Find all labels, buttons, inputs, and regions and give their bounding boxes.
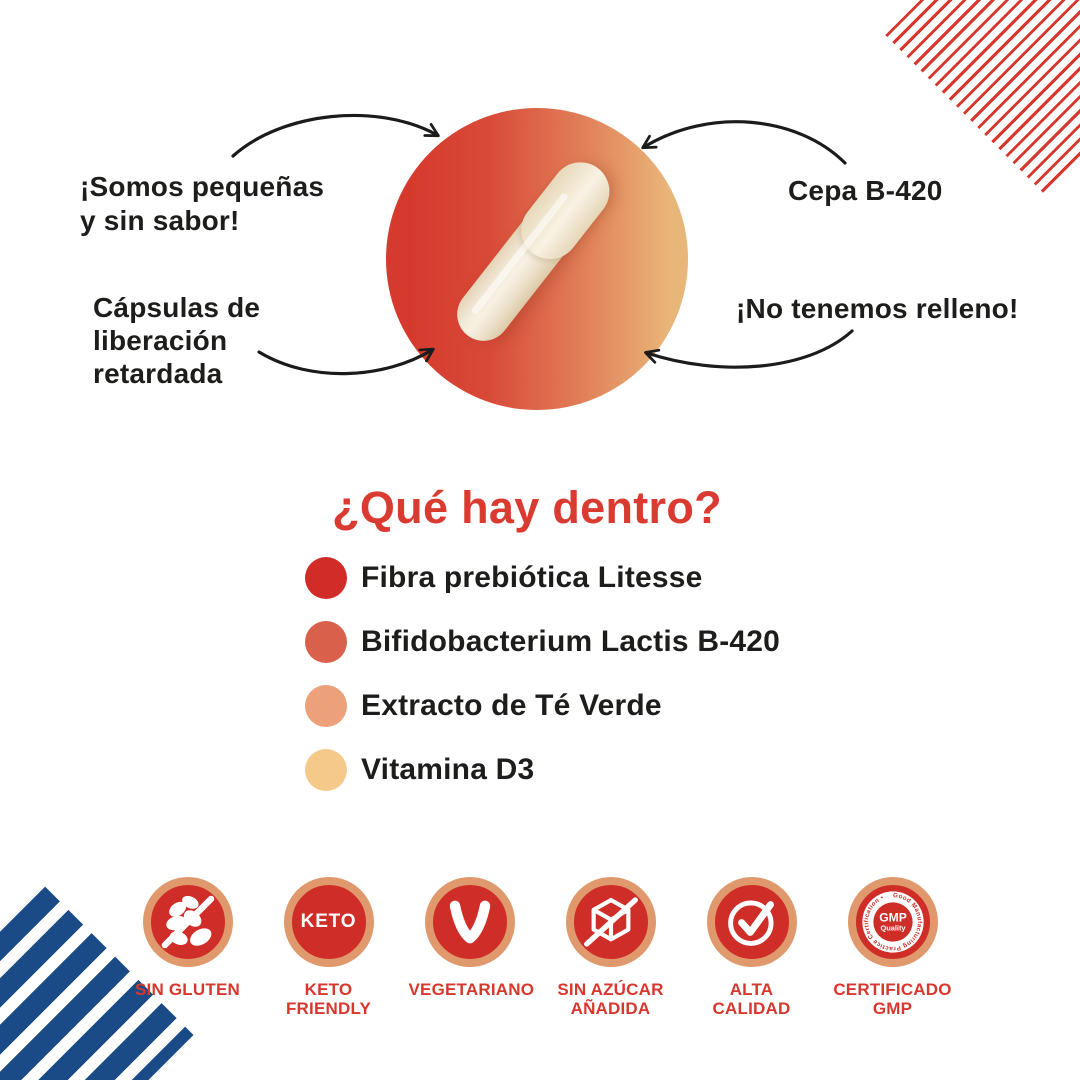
gmp-seal-icon: Good Manufacturing Practice Certificatio…: [861, 891, 924, 953]
arrow-bottom-left: [257, 347, 435, 376]
gmp-center-text: GMP: [879, 910, 907, 924]
ingredient-label: Fibra prebiótica Litesse: [361, 561, 703, 594]
no-added-sugar-icon: [583, 897, 638, 947]
badge-circle: [142, 877, 233, 967]
badge-keto: KETO KETO FRIENDLY: [268, 877, 390, 1018]
ingredient-label: Bifidobacterium Lactis B-420: [361, 625, 781, 658]
badge-label: CERTIFICADO GMP: [833, 980, 952, 1018]
bullet-dot-icon: [305, 557, 347, 599]
quality-check-icon: [727, 900, 774, 946]
keto-icon: KETO: [300, 911, 357, 932]
badge-label: ALTA CALIDAD: [712, 980, 791, 1018]
bullet-dot-icon: [305, 621, 347, 663]
bullet-dot-icon: [305, 749, 347, 791]
badge-circle: [706, 877, 797, 967]
badge-circle: KETO: [283, 877, 374, 967]
badge-no-added-sugar: SIN AZÚCAR AÑADIDA: [550, 877, 672, 1018]
badge-label: SIN AZÚCAR AÑADIDA: [557, 980, 664, 1018]
gluten-free-icon: [161, 895, 214, 949]
callout-small-no-taste: ¡Somos pequeñas y sin sabor!: [80, 171, 325, 236]
list-item: Bifidobacterium Lactis B-420: [305, 621, 780, 663]
badge-circle: [424, 877, 515, 967]
badge-circle: Good Manufacturing Practice Certificatio…: [847, 877, 938, 967]
vegetarian-icon: [449, 900, 490, 944]
list-item: Vitamina D3: [305, 749, 780, 791]
bullet-dot-icon: [305, 685, 347, 727]
callout-strain: Cepa B-420: [788, 175, 943, 206]
badge-high-quality: ALTA CALIDAD: [691, 877, 813, 1018]
callout-delayed-release: Cápsulas de liberación retardada: [93, 292, 261, 389]
arrow-top-left: [231, 113, 440, 158]
red-diagonal-stripes-decoration: [885, 0, 1080, 195]
callout-no-filler: ¡No tenemos relleno!: [736, 293, 1019, 324]
section-heading: ¿Qué hay dentro?: [332, 482, 722, 533]
badge-vegetarian: VEGETARIANO: [408, 877, 535, 1018]
badge-label: KETO FRIENDLY: [285, 980, 372, 1018]
arrow-bottom-right: [644, 329, 854, 369]
list-item: Extracto de Té Verde: [305, 685, 780, 727]
ingredient-list: Fibra prebiótica Litesse Bifidobacterium…: [305, 557, 780, 813]
badge-gmp-certified: Good Manufacturing Practice Certificatio…: [832, 877, 954, 1018]
ingredient-label: Extracto de Té Verde: [361, 689, 662, 722]
ingredient-label: Vitamina D3: [361, 753, 535, 786]
badge-gluten-free: SIN GLUTEN: [127, 877, 249, 1018]
badge-row: SIN GLUTEN KETO KETO FRIENDLY VEGETARIAN…: [0, 877, 1080, 1018]
badge-label: VEGETARIANO: [408, 980, 535, 999]
list-item: Fibra prebiótica Litesse: [305, 557, 780, 599]
arrow-top-right: [641, 120, 847, 165]
badge-circle: [565, 877, 656, 967]
gmp-sub-text: Quality: [880, 924, 906, 933]
badge-label: SIN GLUTEN: [135, 980, 240, 999]
